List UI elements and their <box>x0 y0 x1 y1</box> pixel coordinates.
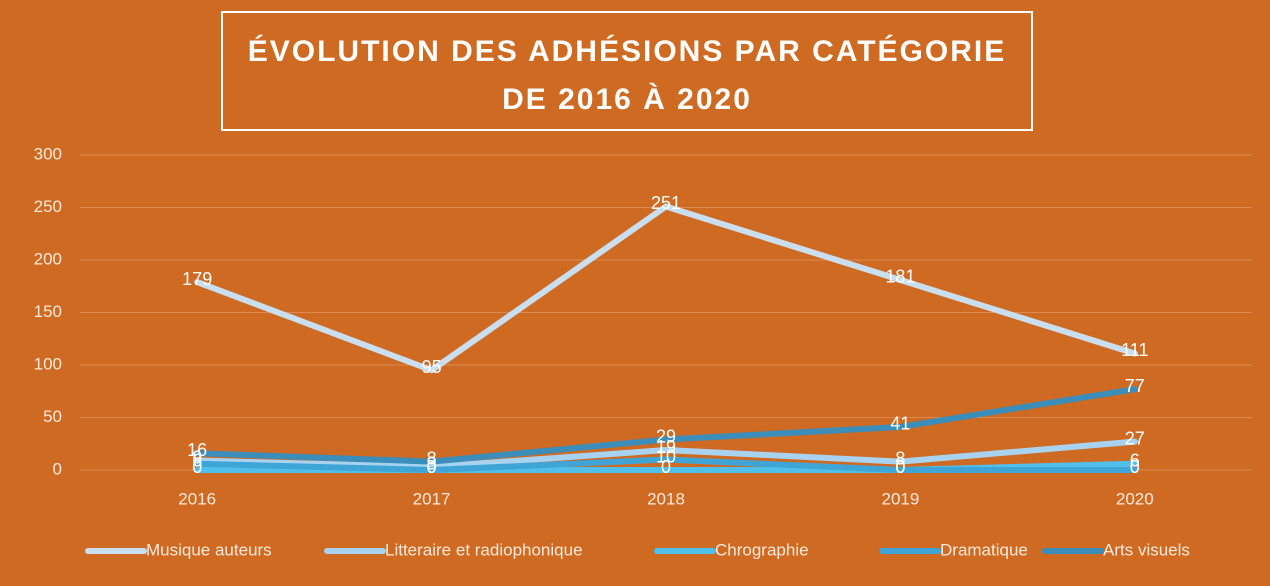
data-label: 251 <box>651 193 681 213</box>
y-tick-label: 250 <box>34 197 62 216</box>
data-label: 0 <box>192 457 202 477</box>
data-label: 8 <box>427 448 437 468</box>
data-label: 0 <box>427 457 437 477</box>
data-label: 0 <box>661 457 671 477</box>
y-tick-label: 50 <box>43 407 62 426</box>
data-label: 41 <box>890 414 910 434</box>
data-label: 0 <box>1130 457 1140 477</box>
legend-label: Chrographie <box>715 540 809 559</box>
series-line <box>194 386 1138 465</box>
series-line <box>194 203 1138 374</box>
y-tick-label: 300 <box>34 144 62 163</box>
data-label: 29 <box>656 426 676 446</box>
data-label: 0 <box>895 457 905 477</box>
data-label: 27 <box>1125 428 1145 448</box>
data-label: 0 <box>895 457 905 477</box>
series-line <box>194 438 1138 470</box>
data-label: 8 <box>895 448 905 468</box>
y-tick-label: 100 <box>34 354 62 373</box>
data-label: 95 <box>422 357 442 377</box>
y-tick-label: 200 <box>34 249 62 268</box>
series-line <box>194 456 1138 473</box>
x-tick-label: 2018 <box>647 489 685 508</box>
x-tick-label: 2019 <box>881 489 919 508</box>
y-tick-label: 0 <box>53 459 62 478</box>
x-tick-label: 2020 <box>1116 489 1154 508</box>
legend-label: Arts visuels <box>1103 540 1190 559</box>
data-label: 6 <box>192 450 202 470</box>
data-label: 0 <box>427 457 437 477</box>
data-label: 77 <box>1125 376 1145 396</box>
title-box <box>221 11 1033 131</box>
data-label: 181 <box>885 267 915 287</box>
legend-label: Musique auteurs <box>146 540 272 559</box>
y-tick-label: 150 <box>34 302 62 321</box>
legend-label: Dramatique <box>940 540 1028 559</box>
data-label: 19 <box>656 437 676 457</box>
chart-title: ÉVOLUTION DES ADHÉSIONS PAR CATÉGORIE <box>248 34 1007 68</box>
data-label: 3 <box>427 454 437 474</box>
x-tick-label: 2017 <box>413 489 451 508</box>
x-tick-label: 2016 <box>178 489 216 508</box>
data-label: 179 <box>182 269 212 289</box>
legend-label: Litteraire et radiophonique <box>385 540 583 559</box>
data-label: 10 <box>656 446 676 466</box>
data-label: 16 <box>187 440 207 460</box>
data-label: 6 <box>1130 450 1140 470</box>
data-label: 111 <box>1121 340 1148 360</box>
chart-title: DE 2016 À 2020 <box>502 82 752 116</box>
data-label: 9 <box>192 447 202 467</box>
